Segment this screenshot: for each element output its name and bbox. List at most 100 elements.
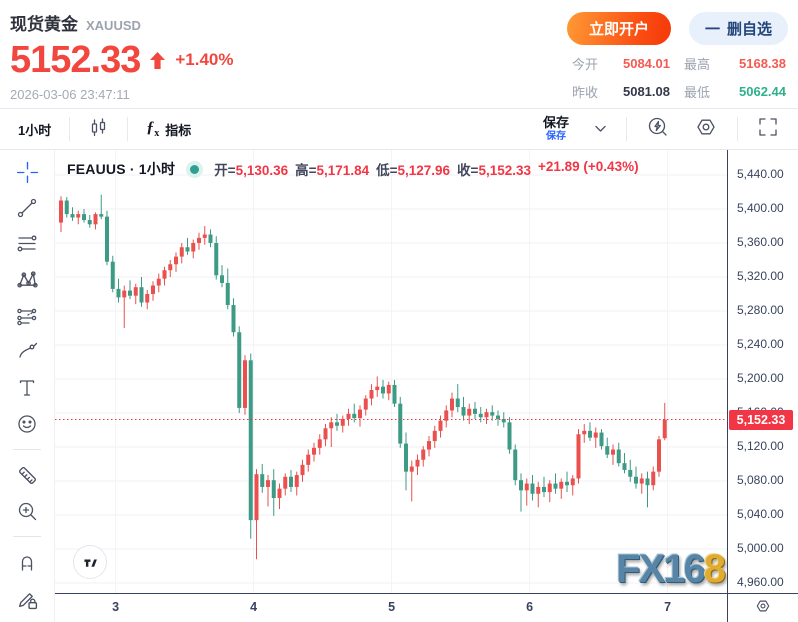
prev-close-label: 昨收 [571, 85, 598, 100]
ruler-tool[interactable] [12, 463, 42, 487]
price-tick-label: 5,400.00 [737, 201, 784, 215]
price-tick-label: 5,040.00 [737, 507, 784, 521]
candlestick-style-icon [88, 117, 109, 141]
candle-body [473, 408, 477, 414]
today-open-value: 5084.01 [622, 56, 670, 71]
candle-body [524, 483, 529, 491]
draw-lock-tool[interactable] [12, 586, 42, 610]
low-label: 最低 [683, 85, 710, 100]
remove-watchlist-label: 删自选 [726, 21, 772, 38]
candle-body [87, 220, 92, 225]
tradingview-logo[interactable] [73, 545, 107, 579]
time-axis[interactable]: 3 4 5 6 7 [55, 593, 727, 622]
legend-symbol[interactable]: FEAUUS · 1小时 [67, 161, 176, 177]
candle-body [404, 443, 408, 472]
chart-region: FEAUUS · 1小时 开=5,130.36 高=5,171.84 低=5,1… [0, 150, 798, 622]
close-ohlc-value: 5,152.33 [478, 163, 531, 178]
candle-body [312, 447, 316, 455]
crosshair-tool[interactable] [12, 160, 42, 184]
candle-body [605, 446, 610, 455]
candle-body [133, 287, 138, 296]
candle-body [427, 441, 431, 450]
axis-settings-corner[interactable] [727, 593, 798, 622]
candle-body [565, 481, 569, 486]
candle-body [335, 422, 339, 426]
time-tick-label: 6 [526, 600, 534, 614]
price-up-arrow-icon [150, 51, 166, 69]
candle-body [93, 214, 98, 225]
candle-body [496, 415, 500, 419]
current-price-axis-label: 5,152.33 [729, 409, 793, 430]
snapshot-button[interactable] [641, 112, 675, 145]
candle-body [323, 428, 328, 440]
open-label: 开= [214, 163, 236, 178]
fib-lines-tool[interactable] [12, 232, 42, 256]
xabcd-pattern-tool[interactable] [12, 268, 42, 292]
candle-body [507, 422, 512, 450]
candle-body [202, 234, 207, 238]
candle-body [398, 403, 403, 444]
brush-tool[interactable] [12, 340, 42, 364]
candle-body [386, 384, 391, 394]
text-tool[interactable] [12, 376, 42, 400]
candle-body [168, 264, 173, 271]
candle-body [628, 469, 633, 477]
price-axis[interactable]: 5,152.33 5,440.00 5,400.00 5,360.00 5,320.0… [727, 150, 798, 593]
candle-body [352, 413, 357, 419]
candle-body [346, 413, 351, 419]
candle-body [576, 434, 581, 479]
trendline-tool[interactable] [12, 196, 42, 220]
high-ohlc-value: 5,171.84 [316, 163, 370, 178]
indicators-button[interactable]: ƒx 指标 [140, 115, 197, 143]
emoji-tool[interactable] [12, 412, 42, 436]
candle-body [657, 439, 661, 472]
candle-body [358, 409, 362, 419]
candle-body [651, 471, 656, 486]
settings-gear-icon [695, 116, 717, 141]
chart-legend: FEAUUS · 1小时 开=5,130.36 高=5,171.84 低=5,1… [67, 159, 639, 179]
chart-toolbar: 1小时 ƒx 指标 保存 保存 [0, 108, 798, 150]
open-account-button[interactable]: 立即开户 [566, 12, 671, 45]
magnet-tool[interactable] [12, 550, 42, 574]
save-menu-chevron-button[interactable] [589, 117, 612, 140]
candle-body [461, 407, 466, 416]
instrument-symbol: XAUUSD [86, 18, 141, 33]
save-button[interactable]: 保存 保存 [537, 112, 575, 145]
candlestick-chart[interactable] [55, 150, 727, 593]
save-tooltip: 保存 [545, 130, 566, 142]
price-tick-label: 5,120.00 [737, 439, 784, 453]
time-tick-label: 5 [388, 600, 396, 614]
candle-body [438, 420, 443, 431]
candle-body [375, 386, 380, 391]
market-status-icon[interactable] [190, 164, 200, 174]
high-value: 5168.38 [739, 56, 786, 71]
price-tick-label: 4,960.00 [737, 575, 784, 589]
candle-body [317, 439, 322, 448]
candle-body [254, 474, 259, 521]
candle-body [64, 200, 69, 215]
candle-body [490, 412, 495, 416]
candle-body [185, 247, 190, 252]
candlestick-style-button[interactable] [82, 113, 115, 145]
fullscreen-button[interactable] [752, 113, 784, 144]
price-tick-label: 5,200.00 [737, 371, 784, 385]
drawing-toolbar [0, 150, 55, 622]
remove-watchlist-button[interactable]: 一 删自选 [688, 12, 788, 45]
candle-body [300, 464, 305, 476]
candle-body [329, 422, 334, 429]
candlestick-plot[interactable]: FEAUUS · 1小时 开=5,130.36 高=5,171.84 低=5,1… [55, 150, 727, 593]
price-tick-label: 5,080.00 [737, 473, 784, 487]
low-ohlc-value: 5,127.96 [397, 163, 451, 178]
chart-settings-button[interactable] [689, 112, 723, 145]
candle-body [455, 398, 460, 408]
projection-tool[interactable] [12, 304, 42, 328]
price-tick-label: 5,360.00 [737, 235, 784, 249]
candle-body [662, 419, 667, 439]
candle-body [179, 247, 184, 257]
candle-body [559, 481, 564, 489]
interval-button[interactable]: 1小时 [12, 116, 57, 143]
legend-change: +21.89 (+0.43%) [538, 159, 639, 174]
zoom-in-tool[interactable] [12, 499, 42, 523]
price-tick-label: 5,240.00 [737, 337, 784, 351]
candle-body [582, 430, 587, 435]
